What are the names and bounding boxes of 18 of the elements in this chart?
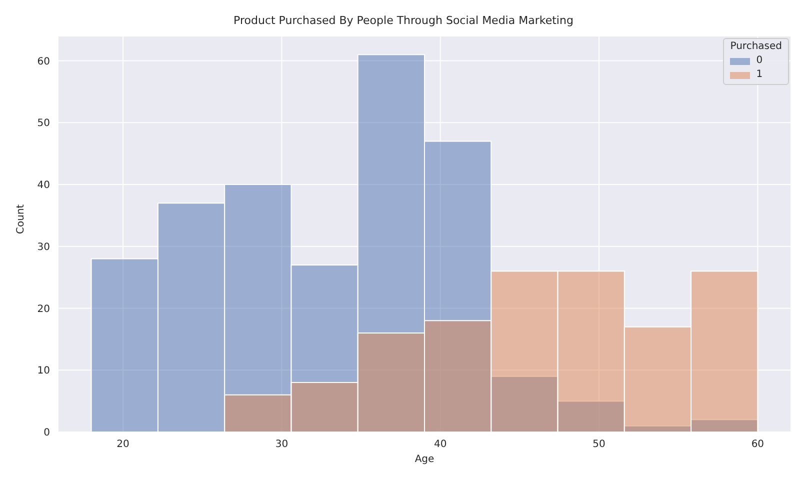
y-tick-label: 30 bbox=[37, 242, 50, 253]
legend-title: Purchased bbox=[730, 41, 782, 52]
x-tick-label: 50 bbox=[592, 439, 606, 450]
x-axis-title: Age bbox=[414, 454, 434, 465]
legend-label: 0 bbox=[756, 54, 763, 68]
x-tick-label: 20 bbox=[116, 439, 130, 450]
y-tick-label: 0 bbox=[44, 428, 50, 439]
y-tick-label: 60 bbox=[37, 56, 50, 68]
x-tick-label: 30 bbox=[275, 439, 288, 450]
chart-title: Product Purchased By People Through Social Media Marketing bbox=[232, 14, 574, 27]
y-tick-label: 20 bbox=[37, 304, 50, 315]
legend-label: 1 bbox=[756, 68, 763, 82]
y-axis-title: Count bbox=[16, 204, 27, 234]
x-tick-label: 40 bbox=[434, 439, 447, 450]
y-tick-label: 40 bbox=[37, 180, 50, 192]
x-tick-label: 60 bbox=[751, 439, 764, 450]
y-tick-label: 50 bbox=[37, 118, 50, 130]
y-tick-label: 10 bbox=[37, 366, 50, 377]
